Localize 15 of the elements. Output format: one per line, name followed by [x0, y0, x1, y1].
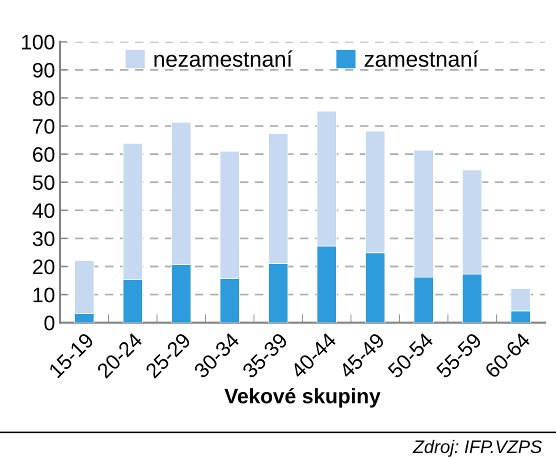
y-tick-label: 70	[33, 119, 54, 134]
y-tick-label: 90	[32, 62, 54, 78]
y-tick-label: 40	[32, 203, 54, 218]
y-tick-label: 100	[22, 34, 54, 50]
x-axis-title: Vekové skupiny	[224, 388, 381, 408]
legend-label: nezamestnaní	[154, 50, 293, 67]
y-tick-label: 80	[32, 90, 54, 106]
y-tick-label: 10	[34, 288, 54, 302]
y-tick-label: 20	[33, 259, 54, 274]
legend-label: zamestnaní	[364, 50, 478, 67]
text: Zdroj: IFP.VZPS	[412, 440, 542, 457]
y-tick-label: 50	[32, 175, 54, 190]
y-tick-label: 60	[33, 147, 54, 162]
y-tick-label: 0	[44, 316, 54, 330]
y-tick-label: 30	[32, 231, 54, 246]
